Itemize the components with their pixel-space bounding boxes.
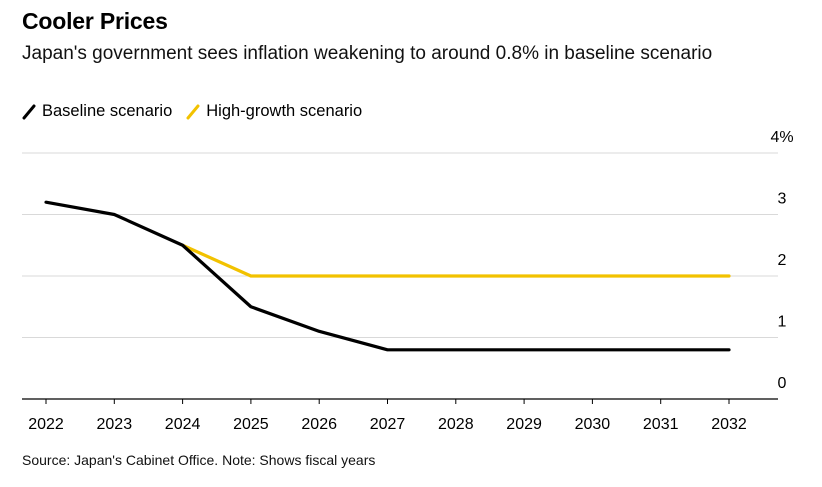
legend-item-baseline: Baseline scenario [22, 102, 172, 121]
legend: Baseline scenario High-growth scenario [22, 102, 362, 121]
x-tick-label-5: 2027 [370, 416, 406, 433]
legend-item-high-growth: High-growth scenario [186, 102, 362, 121]
series-line-high-growth [181, 243, 731, 278]
legend-label-baseline: Baseline scenario [42, 102, 173, 120]
x-tick-label-8: 2030 [575, 416, 611, 433]
chart-subtitle: Japan's government sees inflation weaken… [22, 43, 713, 64]
source-note: Source: Japan's Cabinet Office. Note: Sh… [22, 452, 376, 468]
series-line-baseline [44, 200, 731, 352]
x-tick-label-7: 2029 [506, 416, 542, 433]
x-tick-label-6: 2028 [438, 416, 474, 433]
legend-label-high-growth: High-growth scenario [206, 102, 363, 120]
x-tick-label-10: 2032 [711, 416, 747, 433]
y-tick-label-0: 0 [778, 375, 787, 392]
legend-swatch-baseline-icon [22, 104, 36, 119]
legend-swatch-high-growth-icon [186, 104, 200, 119]
x-tick-label-1: 2023 [97, 416, 133, 433]
y-tick-label-3: 3 [778, 191, 787, 208]
y-tick-label-1: 1 [778, 314, 787, 331]
y-tick-label-2: 2 [778, 252, 787, 269]
x-tick-label-9: 2031 [643, 416, 679, 433]
chart-title: Cooler Prices [22, 8, 168, 34]
y-tick-label-4: 4% [770, 129, 793, 146]
x-tick-label-4: 2026 [301, 416, 337, 433]
x-tick-label-3: 2025 [233, 416, 269, 433]
x-tick-label-2: 2024 [165, 416, 201, 433]
x-tick-label-0: 2022 [28, 416, 64, 433]
